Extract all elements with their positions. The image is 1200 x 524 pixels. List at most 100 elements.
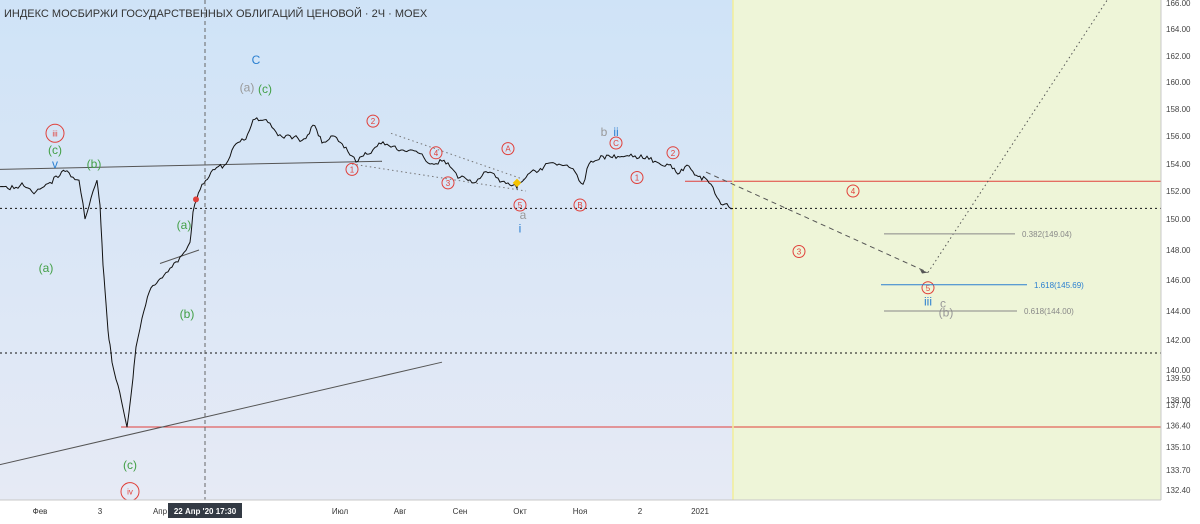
crosshair-time-label: 22 Апр '20 17:30 [174, 507, 237, 516]
wave-label: 1 [350, 165, 355, 174]
trend-line [0, 160, 383, 170]
y-tick-label: 138.00 [1166, 396, 1191, 405]
trend-line [705, 171, 929, 273]
wave-circle [609, 136, 623, 150]
wave-label-circled: 2 [666, 146, 680, 160]
chart-title: ИНДЕКС МОСБИРЖИ ГОСУДАРСТВЕННЫХ ОБЛИГАЦИ… [4, 7, 428, 20]
wave-label-circled: 5 [513, 198, 527, 212]
wave-label: (c) [123, 458, 137, 472]
signal-dot [193, 196, 199, 203]
y-tick-label: 137.70 [1166, 401, 1191, 410]
wave-label-circled: 1 [630, 171, 644, 184]
wave-circle [921, 281, 935, 295]
x-tick-label: Авг [394, 507, 407, 516]
wave-label: (a) [240, 80, 255, 94]
y-tick-label: 132.40 [1166, 486, 1191, 495]
wave-label-circled: 3 [441, 176, 455, 190]
wave-circle [630, 171, 644, 184]
price-line [0, 117, 734, 428]
wave-labels: iii(c)v (b)(a)(a)(b)(c)ivC(a) (c)2143A5aib… [39, 53, 954, 502]
x-tick-label: 2021 [691, 507, 709, 516]
y-tick-label: 133.70 [1166, 466, 1191, 475]
wave-label: (b) [939, 305, 954, 319]
wave-label: (c) [258, 82, 272, 96]
wave-circle [429, 146, 443, 160]
wave-label: iv [127, 488, 133, 497]
wave-label: 5 [926, 284, 931, 293]
y-tick-label: 158.00 [1166, 105, 1191, 114]
y-tick-label: 140.00 [1166, 366, 1191, 375]
fib-label: 1.618(145.69) [1034, 281, 1084, 290]
wave-label: C [613, 139, 619, 148]
wave-label: b [601, 125, 608, 139]
y-tick-label: 152.00 [1166, 187, 1191, 196]
y-tick-label: 148.00 [1166, 246, 1191, 255]
trend-line [0, 361, 443, 466]
wave-label-circled: 5 [921, 281, 935, 295]
x-tick-label: Сен [453, 507, 468, 516]
wave-label: (b) [180, 307, 195, 321]
x-axis: Фев 3 Апр Июл Авг Сен Окт Ноя 2 2021 [33, 507, 710, 516]
projection-arrowhead [920, 269, 928, 274]
y-tick-label: 146.00 [1166, 276, 1191, 285]
wave-circle [513, 198, 527, 212]
x-tick-label: Окт [513, 507, 527, 516]
wave-label-circled: 4 [846, 184, 860, 198]
wave-circle [573, 198, 587, 212]
x-tick-label: Июл [332, 507, 349, 516]
wave-label: i [519, 221, 522, 235]
wave-circle [666, 146, 680, 160]
wave-label-circled: 1 [345, 162, 359, 176]
trend-lines [0, 0, 1108, 500]
x-tick-label: Фев [33, 507, 48, 516]
x-tick-label: 3 [98, 507, 103, 516]
wave-label-circled: C [609, 136, 623, 150]
wave-label: 3 [446, 179, 451, 188]
wave-label-circled: 2 [366, 114, 380, 128]
y-tick-label: 139.50 [1166, 374, 1191, 383]
y-tick-label: 166.00 [1166, 0, 1191, 8]
wave-label: 2 [371, 117, 376, 126]
wave-label: 5 [518, 201, 523, 210]
y-tick-label: 156.00 [1166, 132, 1191, 141]
wave-label: (a) [39, 261, 54, 275]
wave-circle [45, 123, 65, 143]
wave-circle [366, 114, 380, 128]
y-tick-label: 164.00 [1166, 25, 1191, 34]
y-tick-label: 135.10 [1166, 443, 1191, 452]
wave-label: 4 [434, 149, 439, 158]
wave-label: (c) [48, 143, 62, 157]
fib-levels: 0.382(149.04) 1.618(145.69) 0.618(144.00) [881, 230, 1084, 316]
y-tick-label: 142.00 [1166, 336, 1191, 345]
wave-circle [846, 184, 860, 198]
wave-label: 4 [851, 187, 856, 196]
crosshair-time-badge: 22 Апр '20 17:30 [168, 503, 242, 518]
y-tick-label: 150.00 [1166, 215, 1191, 224]
wave-label: c [940, 296, 946, 310]
y-tick-label: 154.00 [1166, 160, 1191, 169]
wave-circle [792, 245, 806, 258]
wave-label: v [52, 157, 58, 171]
wave-label-circled: A [501, 142, 515, 156]
y-tick-label: 160.00 [1166, 78, 1191, 87]
wave-circle [501, 142, 515, 156]
wave-label-circled: iii [45, 123, 65, 143]
wave-circle [345, 162, 359, 176]
x-tick-label: Апр [153, 507, 168, 516]
wave-label: 3 [797, 248, 802, 257]
wave-label-circled: B [573, 198, 587, 212]
fib-label: 0.382(149.04) [1022, 230, 1072, 239]
wave-label: C [252, 53, 261, 67]
wave-label: iii [924, 295, 932, 309]
wave-label: 2 [671, 149, 676, 158]
trend-line [159, 249, 200, 264]
wave-circle [441, 176, 455, 190]
wave-label: a [520, 208, 527, 222]
fib-label: 0.618(144.00) [1024, 307, 1074, 316]
wave-label: ii [613, 125, 618, 139]
wave-label: A [505, 145, 511, 154]
y-tick-label: 162.00 [1166, 52, 1191, 61]
wave-label: 1 [635, 174, 640, 183]
